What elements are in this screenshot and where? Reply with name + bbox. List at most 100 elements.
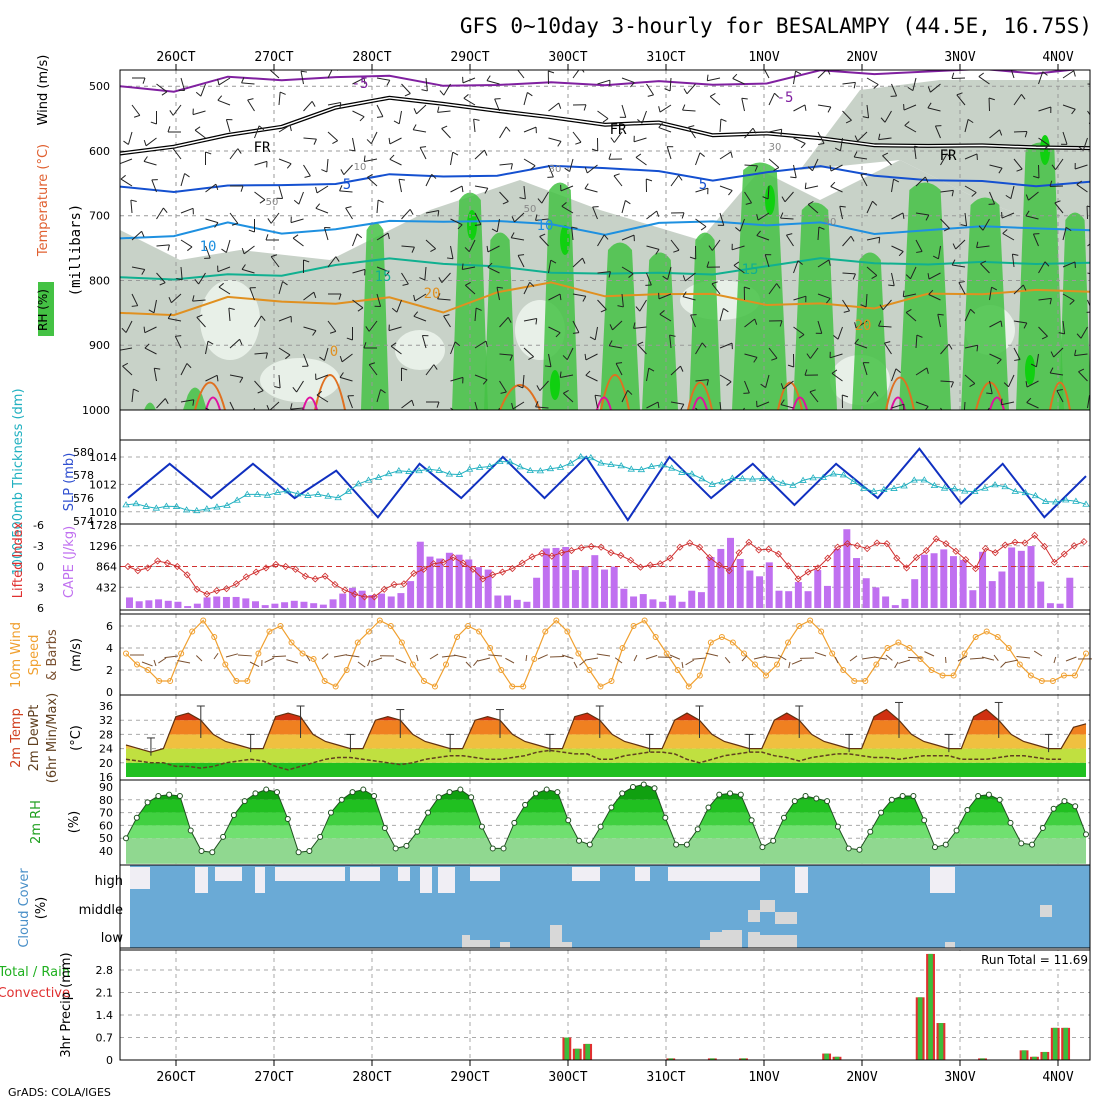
wind-barb-flag <box>363 78 366 85</box>
wind-barb-flag <box>555 332 561 338</box>
wind-speed-marker <box>961 650 968 657</box>
precip-axis-label: Total / Rain <box>0 965 70 980</box>
thickness-marker <box>688 470 696 477</box>
wind-barb <box>192 299 206 302</box>
wind-barb <box>964 309 971 322</box>
wind-barb-flag <box>582 296 587 302</box>
wind-barb-flag <box>164 398 169 405</box>
wind-barb <box>120 158 133 165</box>
surface-wind-barb <box>1000 661 1007 668</box>
wind-barb-flag <box>988 97 995 101</box>
footer-credit: GrADS: COLA/IGES <box>8 1086 111 1099</box>
lifted-index-marker <box>617 551 625 559</box>
wind-barb-flag <box>678 175 683 181</box>
thickness-marker <box>748 475 757 482</box>
wind-barb-flag <box>1000 320 1003 327</box>
wind-barb <box>741 98 745 112</box>
wind-barb-flag <box>978 413 981 418</box>
wind-barb <box>345 207 353 220</box>
wind-barb-flag <box>131 305 138 307</box>
wind-speed-marker <box>763 672 769 679</box>
wind-barb <box>1062 131 1068 145</box>
rh-marker <box>403 842 410 849</box>
wind-barb <box>913 146 917 160</box>
rh-marker <box>576 837 583 844</box>
wind-barb-flag <box>420 146 427 148</box>
wind-barb <box>646 83 654 96</box>
wind-speed-marker <box>167 678 174 684</box>
wind-barb-flag <box>1021 94 1026 100</box>
wind-barb-flag <box>413 108 417 115</box>
wind-speed-marker <box>619 645 626 651</box>
wind-barb-flag <box>630 82 635 88</box>
wind-speed-marker <box>862 678 869 684</box>
wind-barb-flag <box>1049 367 1054 374</box>
rh-marker <box>985 791 992 798</box>
thickness-marker <box>283 487 292 494</box>
wind-barb-flag <box>754 165 758 172</box>
run-total: Run Total = 11.69 <box>981 953 1088 967</box>
wind-barb <box>612 320 623 331</box>
wind-barb <box>499 163 513 166</box>
wind-barb-flag <box>1003 382 1009 388</box>
wind-barb <box>964 212 968 226</box>
surface-wind-barb <box>321 653 329 660</box>
rh-contour-label: 30 <box>549 164 562 175</box>
thickness-marker <box>1041 497 1050 504</box>
wind-barb <box>180 266 183 280</box>
thickness-marker <box>536 467 545 474</box>
cape-bar <box>765 562 773 608</box>
wind-speed-marker <box>851 678 858 684</box>
wind-barb-flag <box>978 72 984 77</box>
thickness-marker <box>496 457 504 465</box>
lifted-index-marker <box>676 543 684 551</box>
wind-speed-marker <box>354 639 361 646</box>
wind-barb <box>462 77 476 84</box>
wind-barb <box>1010 185 1015 199</box>
rh-gray-region <box>120 160 1090 410</box>
wind-barb <box>229 374 243 378</box>
cloud-level-label: low <box>101 931 124 946</box>
wind-speed-marker <box>310 656 317 662</box>
temp-contour-5 <box>120 164 1090 194</box>
hot-contour-loop <box>302 396 318 410</box>
wind-barb <box>956 94 966 106</box>
precip-rain-bar <box>668 1058 674 1060</box>
rh-marker <box>705 804 712 811</box>
lifted-index-marker <box>301 572 309 580</box>
wind-barb <box>903 293 917 298</box>
wind-barb <box>633 326 647 329</box>
contour-label: FR <box>940 148 957 164</box>
wind-barb <box>278 124 291 133</box>
wind-barb <box>205 374 218 382</box>
wind-barb <box>744 191 752 204</box>
wind-barb-flag <box>958 281 965 284</box>
lifted-index-marker <box>124 562 132 571</box>
cape-bar <box>882 596 890 608</box>
wind-barb-flag <box>192 399 195 406</box>
wind-barb <box>401 399 413 409</box>
wind-barb <box>172 148 182 160</box>
contour-label: -5 <box>777 90 794 106</box>
thickness-marker <box>708 480 716 487</box>
cape-bar <box>891 605 899 608</box>
lifted-index-marker <box>696 543 704 551</box>
wind-speed-marker <box>542 628 549 635</box>
wind-barb-flag <box>321 169 328 173</box>
wind-barb <box>326 158 329 172</box>
rh-marker <box>468 794 475 801</box>
wind-barb-flag <box>398 178 406 181</box>
thickness-marker <box>556 463 565 470</box>
wind-barb <box>241 268 255 274</box>
wind-barb-flag <box>205 151 212 155</box>
wind-barb-flag <box>701 342 707 348</box>
wind-barb <box>989 353 1002 360</box>
rh-tick: 80 <box>99 794 113 807</box>
thickness-marker <box>182 506 191 513</box>
lifted-index-marker <box>1080 538 1088 546</box>
surface-wind-barb <box>596 653 611 657</box>
wind-barb <box>388 326 402 332</box>
rh-marker <box>921 817 928 824</box>
wind-barb <box>793 71 797 85</box>
lifted-index-marker <box>479 575 487 583</box>
